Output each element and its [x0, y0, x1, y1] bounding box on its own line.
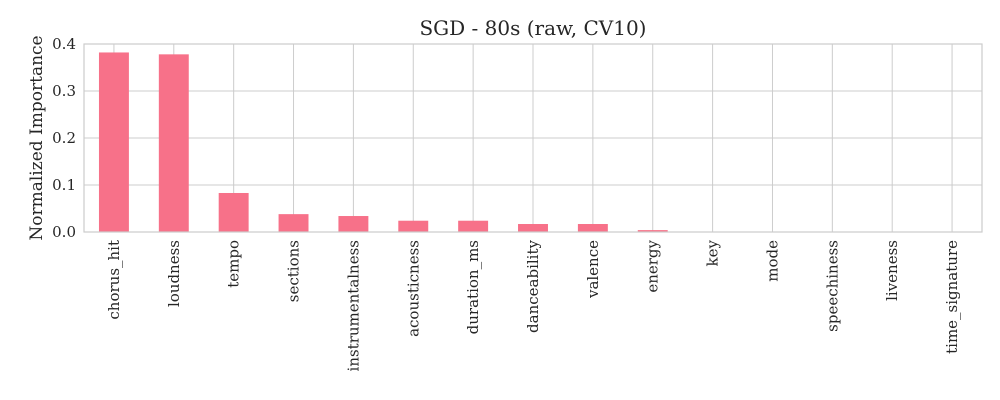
- bar-tempo: [218, 192, 249, 232]
- bar-acousticness: [398, 220, 429, 232]
- x-tick-label: speechiness: [823, 240, 841, 332]
- chart-title: SGD - 80s (raw, CV10): [419, 16, 646, 40]
- bar-instrumentalness: [338, 216, 369, 232]
- x-tick-label: tempo: [225, 240, 243, 288]
- x-tick-label: acousticness: [404, 240, 422, 337]
- y-axis-label: Normalized Importance: [27, 35, 47, 240]
- y-tick-label: 0.3: [52, 82, 76, 100]
- bar-energy: [637, 230, 668, 232]
- x-tick-label: key: [704, 239, 722, 266]
- y-tick-label: 0.1: [52, 176, 76, 194]
- x-tick-label: duration_ms: [464, 240, 482, 334]
- bar-layer: [98, 52, 668, 233]
- x-tick-label: mode: [763, 240, 781, 282]
- x-tick-labels: chorus_hit loudness tempo sections instrumen…: [105, 239, 961, 371]
- bar-loudness: [158, 54, 189, 233]
- y-tick-label: 0.4: [52, 35, 76, 53]
- x-tick-label: time_signature: [943, 240, 961, 354]
- y-tick-label: 0.2: [52, 129, 76, 147]
- bar-duration_ms: [458, 220, 489, 232]
- bar-sections: [278, 214, 309, 232]
- bar-valence: [577, 224, 608, 232]
- y-tick-labels: 0.0 0.1 0.2 0.3 0.4: [52, 35, 76, 241]
- x-tick-label: danceability: [524, 239, 542, 332]
- plot-frame: [83, 43, 983, 233]
- bar-chorus_hit: [98, 52, 129, 233]
- bar-danceability: [518, 224, 548, 232]
- x-tick-label: chorus_hit: [105, 240, 123, 320]
- y-tick-label: 0.0: [52, 223, 76, 241]
- x-tick-label: liveness: [883, 240, 901, 301]
- x-tick-label: instrumentalness: [344, 240, 362, 371]
- x-tick-label: loudness: [165, 240, 183, 307]
- x-tick-label: energy: [644, 239, 662, 292]
- x-tick-label: sections: [285, 240, 303, 302]
- x-tick-label: valence: [584, 240, 602, 299]
